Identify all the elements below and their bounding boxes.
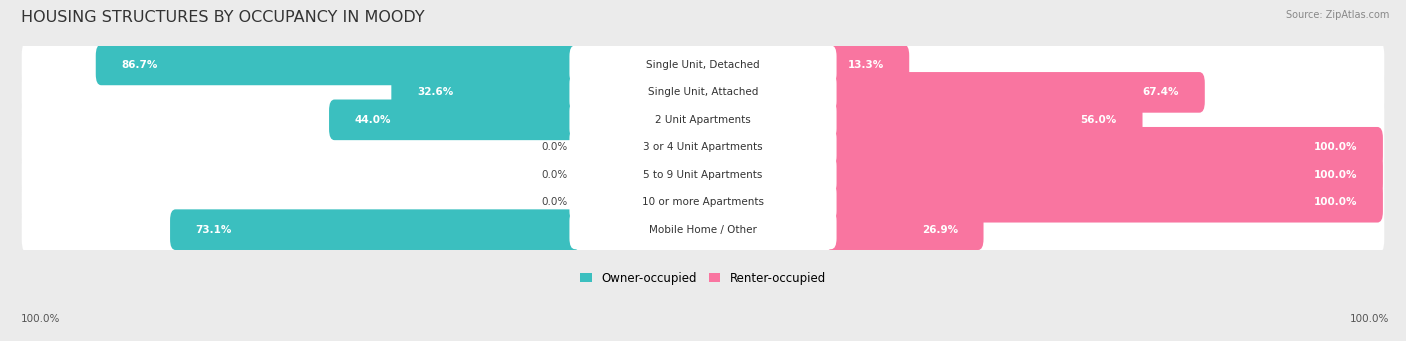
FancyBboxPatch shape (21, 178, 1385, 226)
FancyBboxPatch shape (391, 72, 581, 113)
Text: 0.0%: 0.0% (541, 170, 568, 180)
FancyBboxPatch shape (825, 72, 1205, 113)
Text: Single Unit, Detached: Single Unit, Detached (647, 60, 759, 70)
Text: Mobile Home / Other: Mobile Home / Other (650, 225, 756, 235)
Text: 56.0%: 56.0% (1081, 115, 1116, 125)
FancyBboxPatch shape (21, 206, 1385, 254)
Text: 32.6%: 32.6% (418, 87, 453, 98)
FancyBboxPatch shape (21, 96, 1385, 144)
Text: 73.1%: 73.1% (195, 225, 232, 235)
FancyBboxPatch shape (170, 209, 581, 250)
Text: 67.4%: 67.4% (1143, 87, 1180, 98)
Text: 0.0%: 0.0% (541, 142, 568, 152)
FancyBboxPatch shape (825, 100, 1143, 140)
Text: 100.0%: 100.0% (1313, 170, 1357, 180)
FancyBboxPatch shape (825, 209, 984, 250)
Text: 100.0%: 100.0% (1350, 314, 1389, 324)
Text: 13.3%: 13.3% (848, 60, 883, 70)
Text: 100.0%: 100.0% (1313, 197, 1357, 207)
FancyBboxPatch shape (329, 100, 581, 140)
Text: 10 or more Apartments: 10 or more Apartments (643, 197, 763, 207)
FancyBboxPatch shape (825, 45, 910, 85)
FancyBboxPatch shape (96, 45, 581, 85)
FancyBboxPatch shape (21, 68, 1385, 117)
FancyBboxPatch shape (569, 183, 837, 222)
FancyBboxPatch shape (569, 210, 837, 249)
Text: 2 Unit Apartments: 2 Unit Apartments (655, 115, 751, 125)
FancyBboxPatch shape (569, 155, 837, 194)
Text: 0.0%: 0.0% (541, 197, 568, 207)
FancyBboxPatch shape (825, 154, 1384, 195)
Text: Source: ZipAtlas.com: Source: ZipAtlas.com (1285, 10, 1389, 20)
Text: 100.0%: 100.0% (1313, 142, 1357, 152)
Text: 3 or 4 Unit Apartments: 3 or 4 Unit Apartments (643, 142, 763, 152)
FancyBboxPatch shape (569, 100, 837, 139)
Text: 44.0%: 44.0% (354, 115, 391, 125)
FancyBboxPatch shape (21, 41, 1385, 89)
FancyBboxPatch shape (569, 128, 837, 167)
FancyBboxPatch shape (21, 151, 1385, 199)
Text: 100.0%: 100.0% (21, 314, 60, 324)
Text: HOUSING STRUCTURES BY OCCUPANCY IN MOODY: HOUSING STRUCTURES BY OCCUPANCY IN MOODY (21, 10, 425, 25)
Text: 26.9%: 26.9% (922, 225, 957, 235)
FancyBboxPatch shape (569, 73, 837, 112)
Text: Single Unit, Attached: Single Unit, Attached (648, 87, 758, 98)
FancyBboxPatch shape (825, 127, 1384, 168)
FancyBboxPatch shape (569, 45, 837, 85)
Legend: Owner-occupied, Renter-occupied: Owner-occupied, Renter-occupied (575, 267, 831, 290)
Text: 5 to 9 Unit Apartments: 5 to 9 Unit Apartments (644, 170, 762, 180)
FancyBboxPatch shape (825, 182, 1384, 223)
Text: 86.7%: 86.7% (121, 60, 157, 70)
FancyBboxPatch shape (21, 123, 1385, 172)
